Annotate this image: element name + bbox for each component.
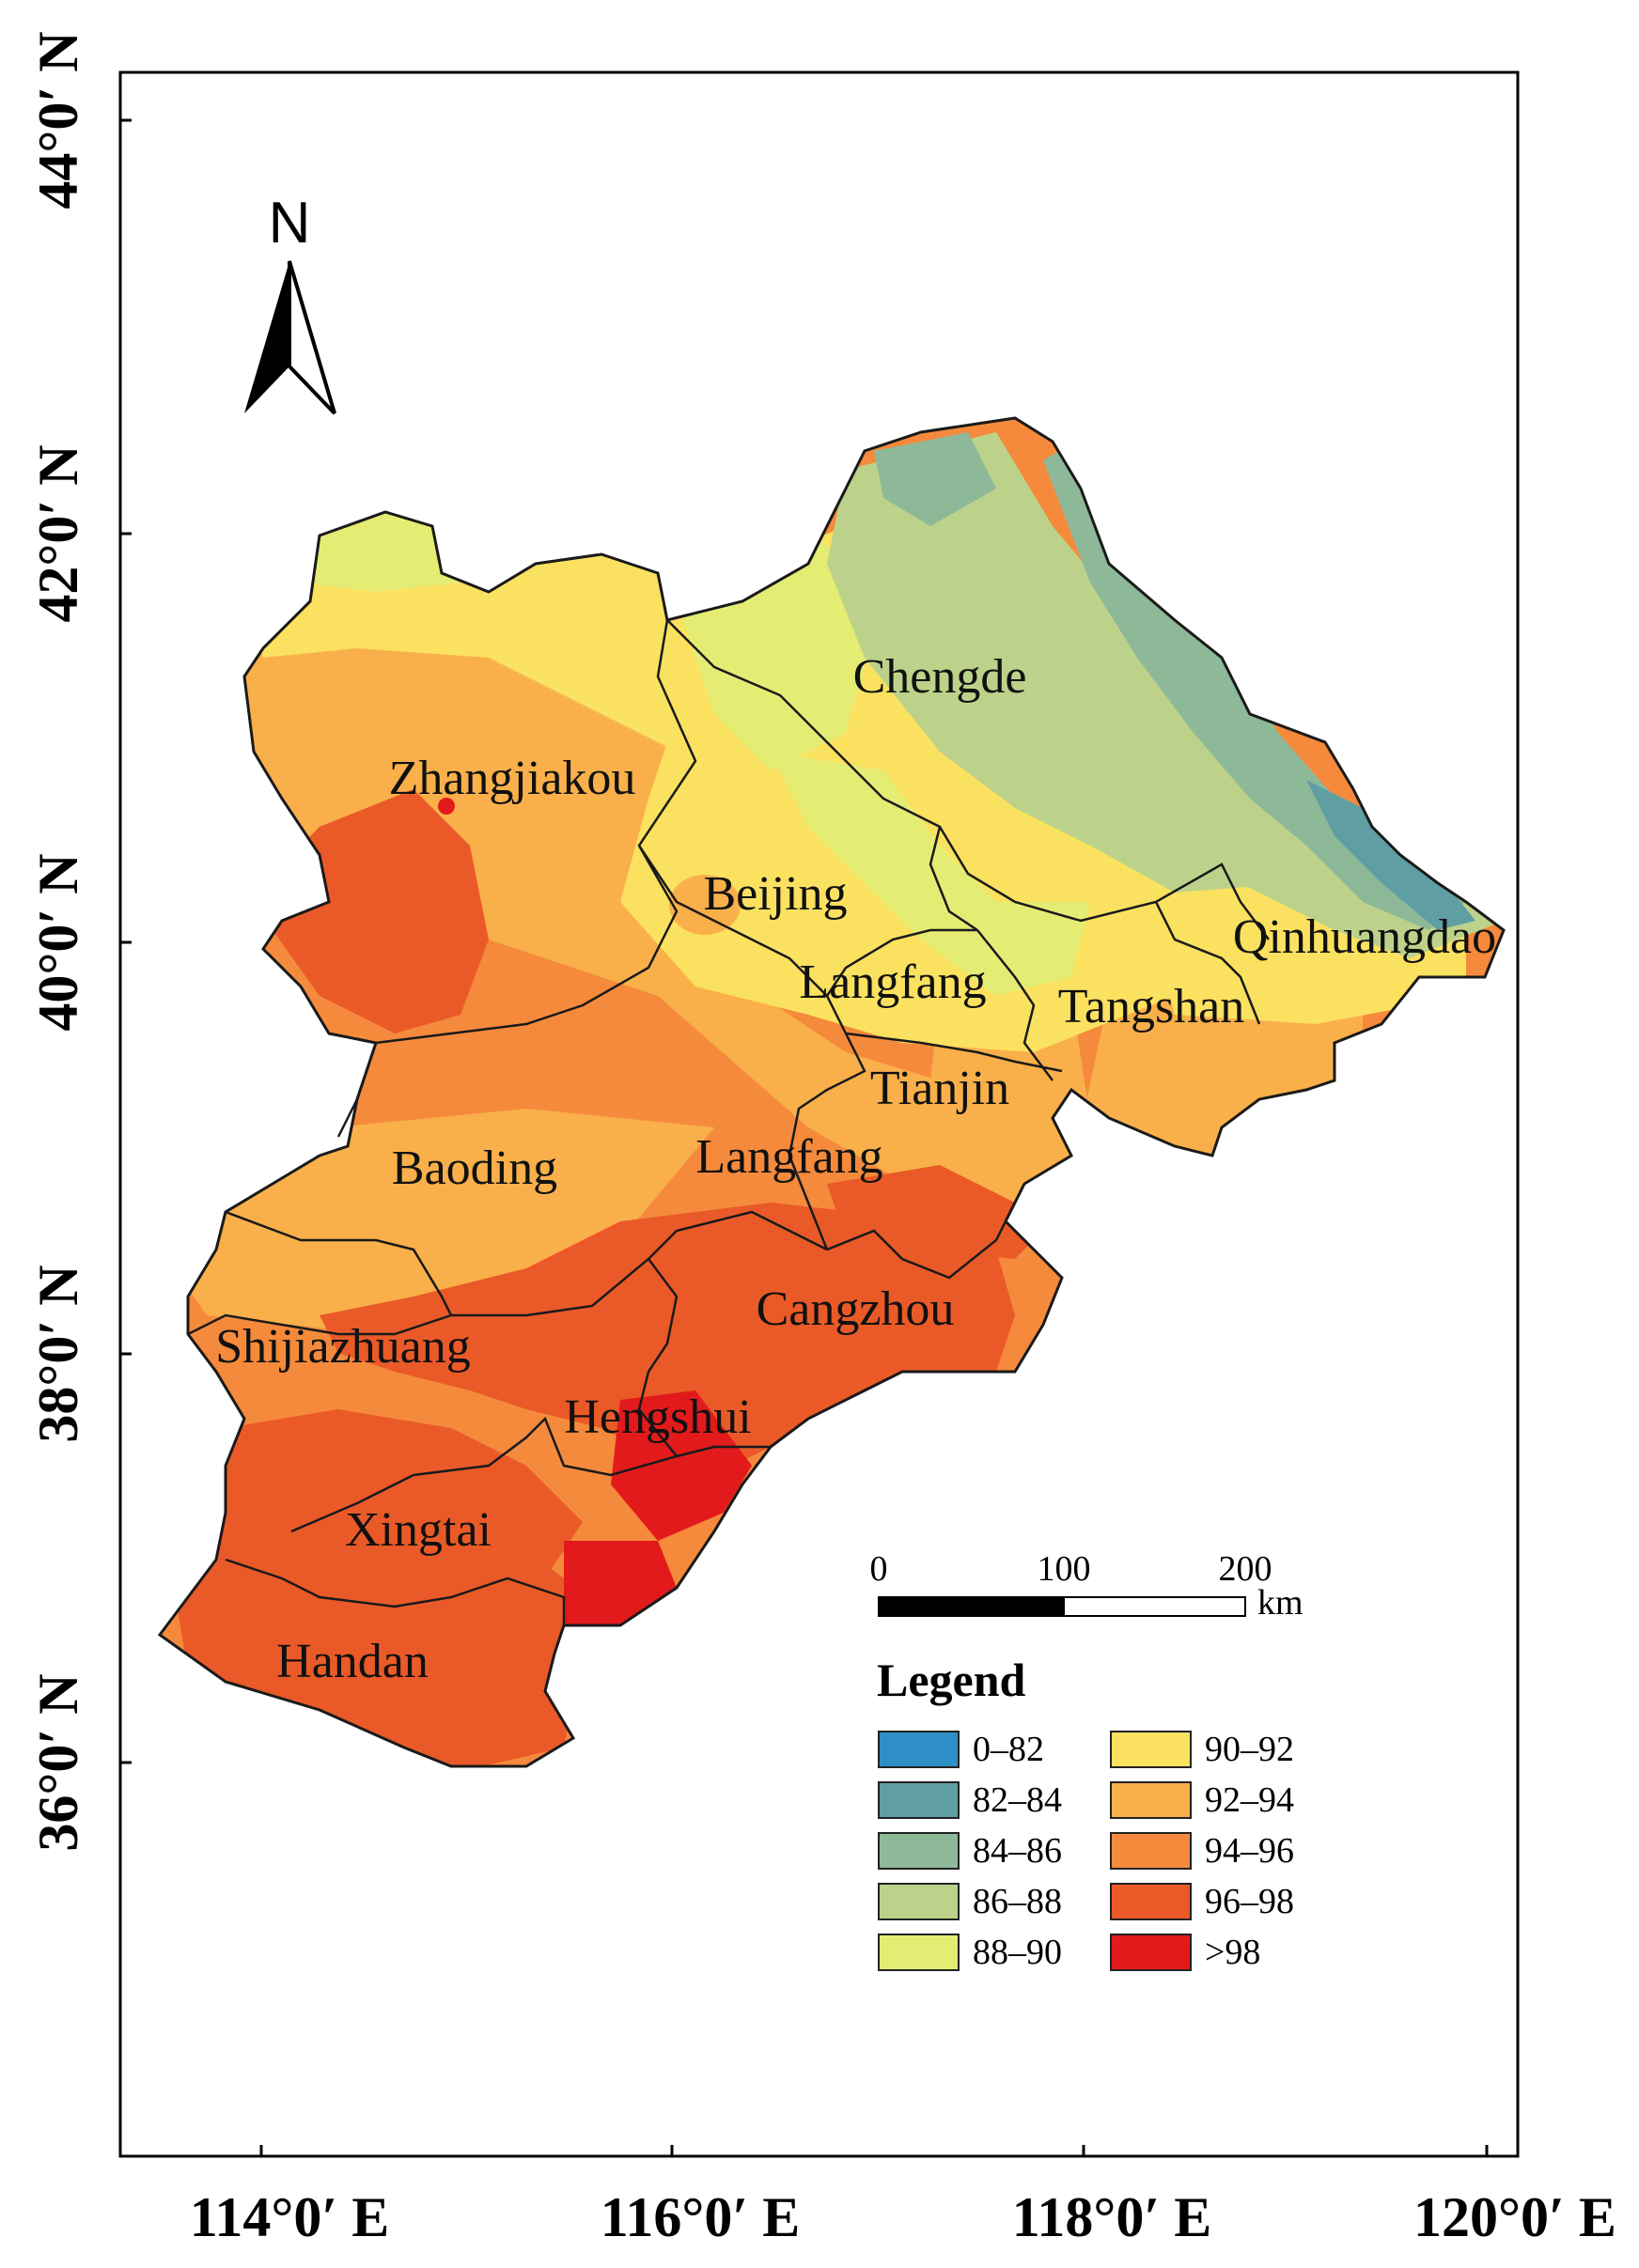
legend-swatch [1110,1781,1192,1819]
scale-tick-200: 200 [1219,1549,1272,1589]
legend-label: 86–88 [973,1882,1062,1921]
legend-label: 88–90 [973,1933,1062,1972]
legend-swatch [1110,1832,1192,1870]
value-zone [611,1390,752,1541]
legend-swatch [878,1934,960,1971]
value-zone [216,1409,583,1597]
legend-swatch [1110,1731,1192,1768]
longitude-tick-label: 116°0′ E [601,2186,801,2248]
legend-swatch [878,1731,960,1768]
latitude-tick-label: 40°0′ N [27,853,89,1031]
city-label-cangzhou: Cangzhou [757,1282,955,1336]
legend-label: 84–86 [973,1831,1062,1871]
value-zone [320,1203,1015,1466]
city-label-zhangjiakou: Zhangjiakou [389,752,636,805]
city-label-shijiazhuang: Shijiazhuang [215,1320,471,1374]
city-labels: Chengde Zhangjiakou Beijing Qinhuangdao Lang… [215,650,1496,1688]
longitude-tick-label: 118°0′ E [1012,2186,1212,2248]
city-label-baoding: Baoding [392,1142,557,1195]
admin-boundaries [187,619,1270,1625]
legend-label: 94–96 [1205,1831,1294,1871]
value-zone [874,432,996,526]
north-arrow: N [244,191,336,415]
legend-title: Legend [877,1654,1026,1706]
latitude-axis: 44°0′ N 42°0′ N 40°0′ N 38°0′ N 36°0′ N [27,31,132,1852]
scale-unit: km [1257,1583,1303,1623]
latitude-tick-label: 38°0′ N [27,1265,89,1442]
legend: Legend 0–82 82–84 84–86 86–88 88–90 90–92 92–9… [877,1654,1294,1972]
city-label-tianjin: Tianjin [870,1062,1009,1115]
legend-label: 0–82 [973,1730,1044,1769]
city-label-qinhuangdao: Qinhuangdao [1233,910,1496,964]
legend-swatch [878,1781,960,1819]
longitude-tick-label: 114°0′ E [190,2186,390,2248]
city-label-tangshan: Tangshan [1058,980,1245,1033]
city-label-beijing: Beijing [703,867,847,921]
value-zone [827,1165,1053,1259]
city-label-handan: Handan [276,1635,429,1688]
value-zone [438,798,455,815]
scale-tick-100: 100 [1038,1549,1091,1589]
value-zone [564,1541,677,1625]
latitude-tick-label: 44°0′ N [27,31,89,209]
legend-label: 96–98 [1205,1882,1294,1921]
longitude-tick-label: 120°0′ E [1413,2186,1616,2248]
scale-tick-0: 0 [870,1549,888,1589]
legend-label: 82–84 [973,1780,1062,1820]
legend-swatch [878,1883,960,1920]
value-zone [669,875,741,935]
city-label-langfang: Langfang [799,955,986,1009]
north-arrow-label: N [269,191,311,256]
scale-bar: 0 100 200 km [870,1549,1303,1623]
value-zone [771,752,1090,996]
value-zone [273,789,489,1033]
city-label-chengde: Chengde [853,650,1027,704]
legend-swatch [1110,1883,1192,1920]
legend-swatch [878,1832,960,1870]
longitude-axis: 114°0′ E 116°0′ E 118°0′ E 120°0′ E [190,2145,1616,2248]
legend-label: >98 [1205,1933,1260,1972]
legend-label: 90–92 [1205,1730,1294,1769]
city-label-xingtai: Xingtai [345,1503,492,1557]
city-label-langfang: Langfang [695,1130,882,1184]
latitude-tick-label: 42°0′ N [27,444,89,622]
latitude-tick-label: 36°0′ N [27,1673,89,1851]
legend-label: 92–94 [1205,1780,1294,1820]
city-label-hengshui: Hengshui [564,1390,751,1444]
value-zone [1306,780,1475,930]
legend-swatch [1110,1934,1192,1971]
